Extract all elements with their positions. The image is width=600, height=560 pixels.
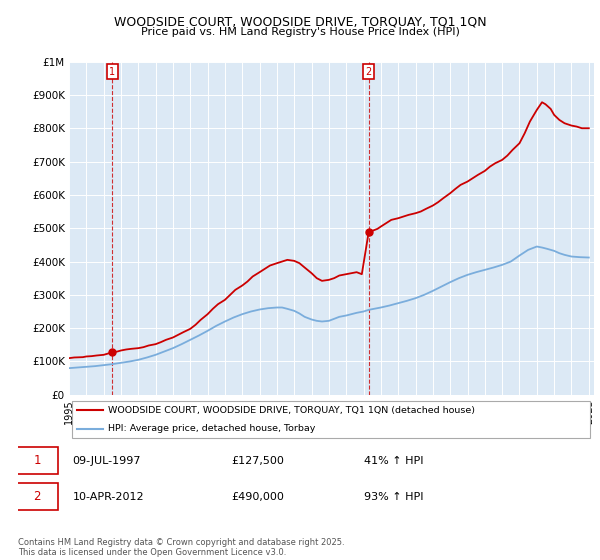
Text: 1: 1	[33, 454, 41, 467]
Text: WOODSIDE COURT, WOODSIDE DRIVE, TORQUAY, TQ1 1QN (detached house): WOODSIDE COURT, WOODSIDE DRIVE, TORQUAY,…	[109, 405, 475, 414]
Text: 2: 2	[365, 67, 372, 77]
Text: 09-JUL-1997: 09-JUL-1997	[73, 456, 141, 466]
Text: 2: 2	[33, 490, 41, 503]
FancyBboxPatch shape	[71, 401, 590, 438]
FancyBboxPatch shape	[15, 483, 58, 510]
Text: Contains HM Land Registry data © Crown copyright and database right 2025.
This d: Contains HM Land Registry data © Crown c…	[18, 538, 344, 557]
Text: 10-APR-2012: 10-APR-2012	[73, 492, 145, 502]
Text: 1: 1	[109, 67, 115, 77]
Text: WOODSIDE COURT, WOODSIDE DRIVE, TORQUAY, TQ1 1QN: WOODSIDE COURT, WOODSIDE DRIVE, TORQUAY,…	[113, 16, 487, 29]
Text: £127,500: £127,500	[231, 456, 284, 466]
Text: 41% ↑ HPI: 41% ↑ HPI	[364, 456, 423, 466]
Text: HPI: Average price, detached house, Torbay: HPI: Average price, detached house, Torb…	[109, 424, 316, 433]
Text: Price paid vs. HM Land Registry's House Price Index (HPI): Price paid vs. HM Land Registry's House …	[140, 27, 460, 37]
FancyBboxPatch shape	[15, 447, 58, 474]
Text: 93% ↑ HPI: 93% ↑ HPI	[364, 492, 423, 502]
Text: £490,000: £490,000	[231, 492, 284, 502]
